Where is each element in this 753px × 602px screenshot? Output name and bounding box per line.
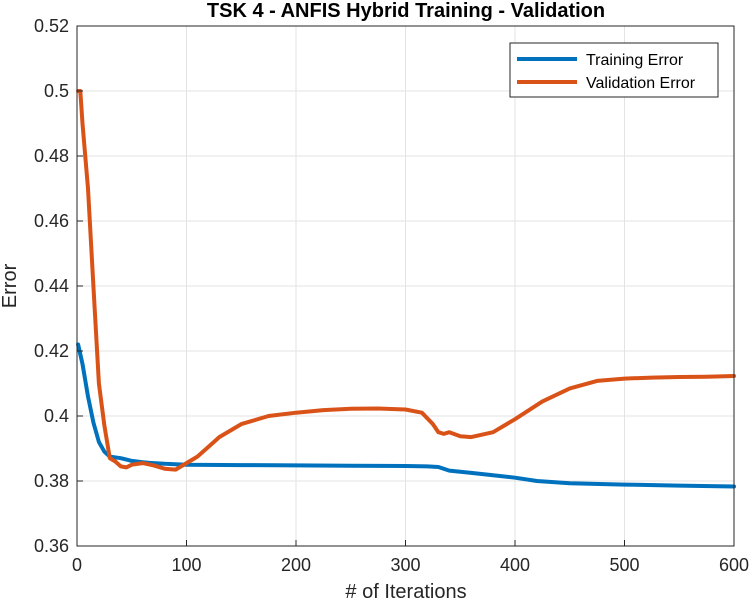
y-tick-label: 0.4 xyxy=(44,406,69,426)
x-tick-label: 200 xyxy=(281,555,311,575)
y-tick-label: 0.52 xyxy=(34,16,69,36)
y-tick-label: 0.42 xyxy=(34,341,69,361)
y-tick-label: 0.5 xyxy=(44,81,69,101)
x-tick-label: 300 xyxy=(390,555,420,575)
legend-label-validation: Validation Error xyxy=(586,75,696,92)
x-tick-label: 500 xyxy=(609,555,639,575)
y-tick-label: 0.46 xyxy=(34,211,69,231)
series-line-training-error xyxy=(76,342,736,489)
series-line-validation-error xyxy=(76,89,736,472)
chart-title: TSK 4 - ANFIS Hybrid Training - Validati… xyxy=(207,0,605,22)
x-tick-label: 600 xyxy=(719,555,749,575)
legend-box xyxy=(509,42,719,98)
legend: Training Error Validation Error xyxy=(509,42,719,98)
x-axis-label: # of Iterations xyxy=(345,581,466,602)
y-tick-label: 0.44 xyxy=(34,276,69,296)
y-tick-label: 0.48 xyxy=(34,146,69,166)
y-tick-label: 0.38 xyxy=(34,471,69,491)
y-axis-label: Error xyxy=(0,263,21,308)
x-tick-label: 100 xyxy=(171,555,201,575)
y-axis-ticks: 0.36 0.38 0.4 0.42 0.44 0.46 0.48 0.5 0.52 xyxy=(34,16,83,556)
y-tick-label: 0.36 xyxy=(34,536,69,556)
legend-label-training: Training Error xyxy=(586,52,684,69)
x-tick-label: 0 xyxy=(72,555,82,575)
x-tick-label: 400 xyxy=(500,555,530,575)
x-axis-ticks: 0 100 200 300 400 500 600 xyxy=(72,540,749,575)
series-layer xyxy=(76,89,736,489)
